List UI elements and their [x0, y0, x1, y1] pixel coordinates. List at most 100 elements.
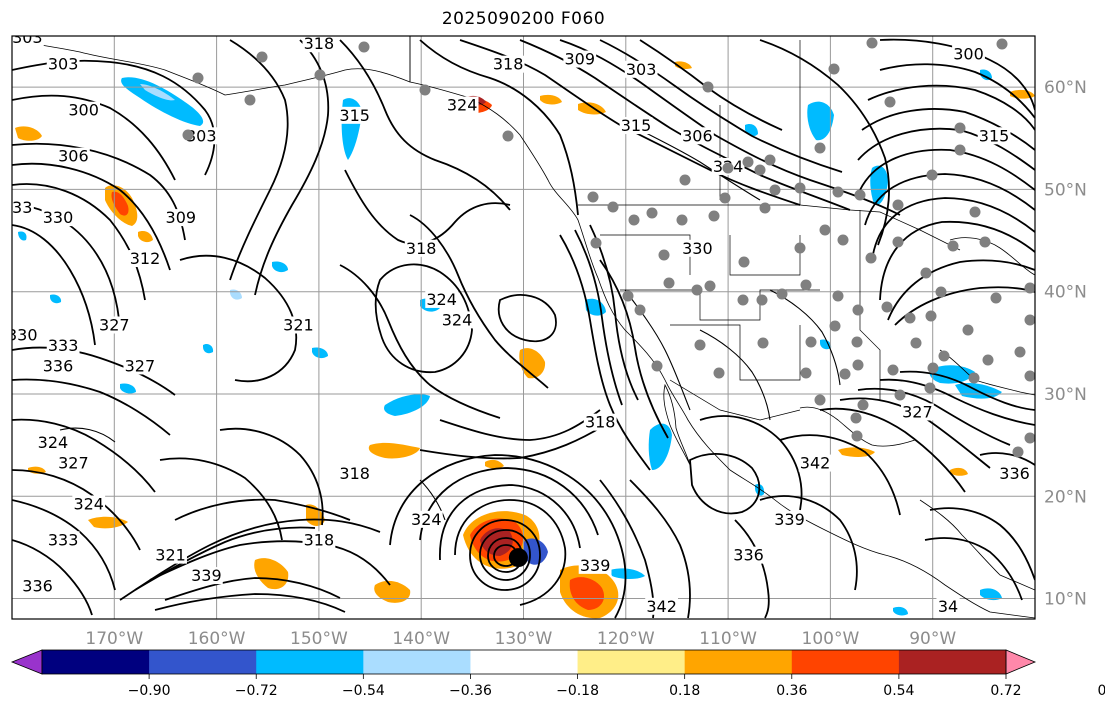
latitude-label: 40°N [1044, 283, 1087, 303]
contour-label: 324 [442, 310, 473, 329]
contour-label: 321 [155, 546, 186, 565]
contour-label: 324 [426, 290, 457, 309]
contour-label-halo [1039, 567, 1062, 584]
colorbar-label: 0.18 [669, 683, 700, 699]
contour-label: 318 [493, 55, 524, 74]
map-title: 2025090200 F060 [441, 9, 606, 29]
contour-label-halo [338, 106, 372, 124]
contour-label-halo [936, 597, 960, 615]
contour-label: 324 [73, 494, 104, 513]
colorbar-swatch [256, 650, 364, 674]
longitude-label: 90°W [909, 629, 956, 649]
latitude-label: 20°N [1044, 487, 1087, 507]
contour-label: 327 [58, 454, 89, 473]
colorbar-label: −0.18 [556, 683, 599, 699]
contour-label-halo [46, 336, 80, 354]
contour-label: 342 [800, 454, 831, 473]
colorbar-label: 0.90 [1098, 683, 1105, 699]
map-frame [11, 35, 1036, 620]
contour-label-halo [1039, 460, 1072, 477]
contour-label-halo [184, 127, 218, 145]
colorbar-label: −0.72 [235, 683, 278, 699]
contour-label-halo [12, 198, 34, 216]
contour-label-halo [578, 556, 612, 574]
contour-label-halo [189, 567, 223, 585]
contour-label: 342 [646, 597, 677, 616]
colorbar: −0.90 −0.72 −0.54 −0.36 −0.18 0.18 0.36 0.54 0.7… [10, 649, 1105, 699]
colorbar-label: −0.90 [128, 683, 171, 699]
longitude-label: 140°W [392, 629, 450, 649]
contour-label: 318 [304, 34, 335, 53]
contour-label: 303 [186, 126, 217, 145]
longitude-label: 120°W [597, 629, 655, 649]
contour-label: 327 [902, 402, 933, 421]
contour-label: 33 [12, 198, 32, 217]
contour-label: 327 [99, 316, 130, 335]
station-markers [182, 37, 1035, 458]
colorbar-extend-min [10, 649, 43, 675]
colorbar-swatch [684, 650, 793, 674]
contour-label-halo [681, 239, 714, 257]
colorbar-frame [41, 649, 1007, 675]
shaded-field [15, 61, 1035, 619]
contour-label-halo [154, 546, 187, 564]
contour-label-halo [46, 55, 80, 73]
contour-label-halo [1033, 510, 1035, 528]
contour-label-halo [798, 454, 832, 472]
contour-label-halo [56, 147, 90, 165]
contour-label-halo [164, 209, 198, 227]
contour-label-halo [41, 209, 75, 227]
contour-label-halo [409, 510, 443, 528]
longitude-label: 130°W [495, 629, 553, 649]
contour-label-halo [302, 36, 336, 53]
contour-label: 336 [43, 356, 74, 375]
contour-label-halo [123, 357, 157, 375]
contour-label-halo [21, 577, 54, 595]
colorbar-label: 0.72 [990, 683, 1021, 699]
storm-center-marker [508, 548, 528, 568]
contour-label-halo [445, 96, 479, 114]
contour-label: 339 [191, 566, 222, 585]
latitude-label: 30°N [1044, 385, 1087, 405]
contour-label: 315 [621, 116, 652, 135]
contour-label-halo [732, 546, 765, 564]
contour-label-halo [773, 510, 806, 528]
contour-label-halo [67, 101, 101, 119]
contour-label: 330 [682, 239, 713, 258]
longitude-label: 170°W [85, 629, 143, 649]
contour-label-halo [282, 316, 315, 334]
contour-label: 315 [979, 126, 1010, 145]
contour-label: 333 [48, 530, 79, 549]
contour-label: 339 [580, 556, 611, 575]
contour-label-halo [12, 36, 44, 47]
contour-label: 339 [774, 510, 805, 529]
colorbar-label: −0.36 [449, 683, 492, 699]
contour-label: 333 [48, 336, 79, 355]
colorbar-extend-max [1005, 649, 1037, 675]
contour-label-halo [72, 495, 106, 513]
colorbar-swatch [42, 650, 150, 674]
contour-labels: 303 303 318 300 303 306 309 312 330 33 315 324 318 30… [12, 34, 1072, 616]
contour-label-halo [900, 403, 934, 421]
contour-label: 336 [999, 464, 1030, 483]
contour-label: 336 [22, 576, 53, 595]
contour-label: 33 [1040, 566, 1060, 585]
contour-label-halo [46, 531, 80, 549]
contour-label-halo [977, 127, 1011, 145]
contour-label-halo [302, 531, 336, 549]
colorbar-swatch [577, 650, 686, 674]
contour-label-halo [998, 464, 1031, 482]
contour-label-halo [128, 250, 162, 268]
contour-label-halo [563, 50, 597, 68]
contour-label: 306 [58, 147, 89, 166]
isentrope-contours [12, 38, 1035, 619]
contour-label: 309 [166, 208, 197, 227]
contour-label: 300 [953, 44, 984, 63]
contour-label: 303 [48, 55, 79, 74]
contour-label-halo [41, 357, 75, 375]
contour-label: 318 [585, 413, 616, 432]
contour-label-halo [97, 316, 131, 334]
colorbar-swatch [791, 650, 900, 674]
contour-label: 312 [130, 249, 161, 268]
contour-label-halo [619, 117, 653, 135]
